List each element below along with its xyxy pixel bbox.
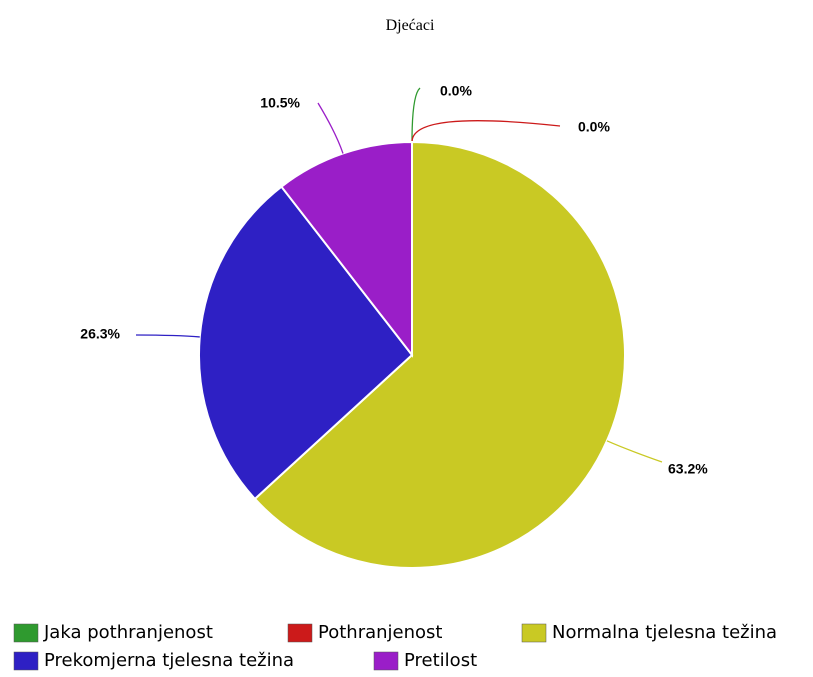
data-label: 10.5% — [260, 95, 300, 111]
legend-label: Pothranjenost — [318, 622, 442, 643]
data-label: 0.0% — [578, 119, 610, 135]
pie-slice — [280, 140, 413, 358]
legend-swatch — [373, 651, 399, 671]
data-label: 63.2% — [668, 461, 708, 477]
data-label: 26.3% — [80, 326, 120, 342]
leader-line — [317, 102, 344, 154]
pie-slice — [198, 185, 414, 501]
leader-line — [606, 440, 663, 463]
legend-label: Prekomjerna tjelesna težina — [44, 650, 294, 671]
legend-swatch — [13, 651, 39, 671]
legend-swatch — [13, 623, 39, 643]
chart-title: Djećaci — [386, 17, 435, 34]
leader-line — [411, 120, 561, 143]
leader-line — [411, 87, 421, 143]
legend-swatch — [287, 623, 313, 643]
legend-label: Pretilost — [404, 650, 477, 671]
leader-line — [135, 334, 200, 338]
legend-label: Normalna tjelesna težina — [552, 622, 777, 643]
data-label: 0.0% — [440, 83, 472, 99]
legend-swatch — [521, 623, 547, 643]
legend-label: Jaka pothranjenost — [43, 622, 213, 643]
